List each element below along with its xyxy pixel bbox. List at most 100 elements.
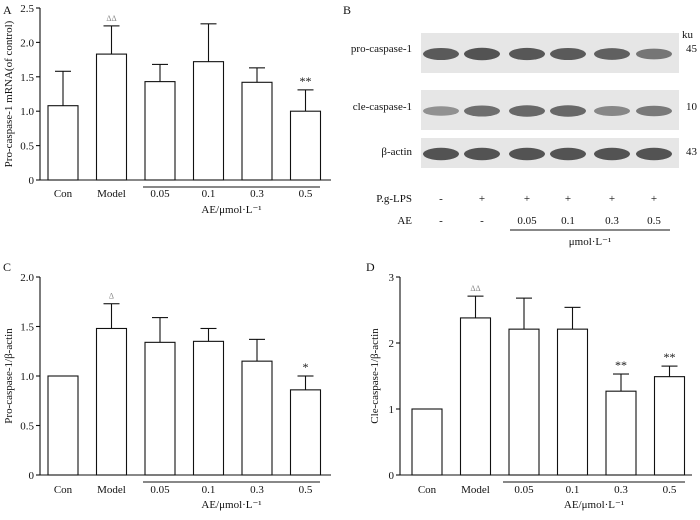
blot-unit-label: μmol·L⁻¹ [569, 236, 612, 248]
category-label: 0.5 [299, 484, 313, 496]
blot-band [550, 147, 586, 161]
group-label: AE/μmol·L⁻¹ [201, 499, 261, 511]
blot-band [509, 105, 545, 117]
bar [47, 105, 79, 181]
blot-band [550, 47, 586, 61]
y-tick-label: 1.5 [20, 72, 34, 84]
y-tick-label: 2.0 [20, 272, 34, 284]
bar [289, 389, 322, 476]
blot-row-label: β-actin [381, 146, 412, 158]
treatment-label: AE [397, 215, 412, 227]
group-label: AE/μmol·L⁻¹ [201, 204, 261, 216]
blot-band [423, 47, 459, 61]
treatment-value: + [524, 193, 530, 205]
y-tick-label: 3 [389, 272, 395, 284]
y-tick-label: 1 [389, 404, 395, 416]
treatment-value: + [479, 193, 485, 205]
blot-strip [421, 138, 679, 168]
significance-mark: ΔΔ [106, 14, 116, 23]
category-label: Con [418, 484, 437, 496]
treatment-value: + [651, 193, 657, 205]
y-tick-label: 0 [389, 470, 395, 482]
category-label: 0.05 [150, 188, 170, 200]
panel-label: B [343, 3, 351, 17]
category-label: Con [54, 188, 73, 200]
chart-panel-a: A 0 0.5 1.0 1.5 2.0 2.5 Pro-caspase-1 mRNA(of c… [3, 3, 331, 216]
western-blot-panel-b: Bku pro-caspase-1 45 cle-caspase-1 10 β-actin… [343, 3, 698, 248]
bar [508, 328, 540, 476]
treatment-value: 0.1 [561, 215, 575, 227]
bar [144, 81, 176, 181]
y-tick-label: 0 [29, 175, 35, 187]
blot-band [594, 48, 630, 60]
blot-band [594, 106, 630, 116]
chart-panel-c: C 0 0.5 1.0 1.5 2.0 Pro-caspase-1/β-actin Con Δ M… [3, 260, 331, 511]
category-label: Model [97, 188, 126, 200]
y-axis-label: Cle-caspase-1/β-actin [369, 328, 381, 424]
y-tick-label: 2.0 [20, 37, 34, 49]
bar [192, 340, 225, 476]
y-tick-label: 0.5 [20, 421, 34, 433]
blot-band [509, 47, 545, 61]
treatment-value: + [609, 193, 615, 205]
bar [192, 61, 225, 181]
bar [289, 110, 322, 181]
blot-band [464, 105, 500, 117]
blot-strip [421, 33, 679, 73]
blot-band [423, 106, 459, 116]
panel-label: D [366, 260, 375, 274]
y-axis-label: Pro-caspase-1/β-actin [3, 328, 15, 424]
y-tick-label: 1.5 [20, 322, 34, 334]
significance-mark: ** [664, 350, 676, 364]
category-label: 0.1 [202, 484, 216, 496]
category-label: 0.3 [614, 484, 628, 496]
y-tick-label: 1.0 [20, 106, 34, 118]
blot-band [464, 147, 500, 161]
bar [605, 390, 637, 476]
treatment-value: - [439, 193, 443, 205]
treatment-value: 0.5 [647, 215, 661, 227]
treatment-value: 0.05 [517, 215, 537, 227]
category-label: 0.05 [514, 484, 534, 496]
treatment-value: - [439, 215, 443, 227]
y-tick-label: 0.5 [20, 141, 34, 153]
blot-band [509, 147, 545, 161]
significance-mark: Δ [109, 292, 114, 301]
blot-band [636, 147, 672, 161]
blot-band [550, 105, 586, 117]
blot-band [636, 48, 672, 60]
significance-mark: ** [615, 358, 627, 372]
treatment-label: P.g-LPS [376, 193, 412, 205]
unit-label: ku [682, 29, 694, 41]
bar [653, 376, 686, 476]
molecular-weight-label: 45 [686, 43, 698, 55]
bar [47, 375, 79, 476]
category-label: 0.05 [150, 484, 170, 496]
bar [241, 81, 273, 181]
bar [95, 53, 128, 181]
category-label: 0.1 [202, 188, 216, 200]
panel-label: A [3, 3, 12, 17]
blot-row-label: pro-caspase-1 [351, 43, 412, 55]
treatment-value: + [565, 193, 571, 205]
y-tick-label: 2.5 [20, 3, 34, 15]
bar [241, 360, 273, 476]
treatment-value: - [480, 215, 484, 227]
significance-mark: ΔΔ [470, 284, 480, 293]
bar [459, 317, 492, 476]
bar [95, 327, 128, 476]
molecular-weight-label: 43 [686, 146, 698, 158]
blot-band [464, 47, 500, 61]
category-label: 0.5 [663, 484, 677, 496]
blot-band [423, 147, 459, 161]
y-tick-label: 1.0 [20, 371, 34, 383]
bar [144, 341, 176, 476]
category-label: Con [54, 484, 73, 496]
group-label: AE/μmol·L⁻¹ [564, 499, 624, 511]
significance-mark: * [303, 360, 309, 374]
significance-mark: ** [300, 74, 312, 88]
bar [411, 408, 443, 476]
blot-band [594, 147, 630, 161]
y-tick-label: 0 [29, 470, 35, 482]
